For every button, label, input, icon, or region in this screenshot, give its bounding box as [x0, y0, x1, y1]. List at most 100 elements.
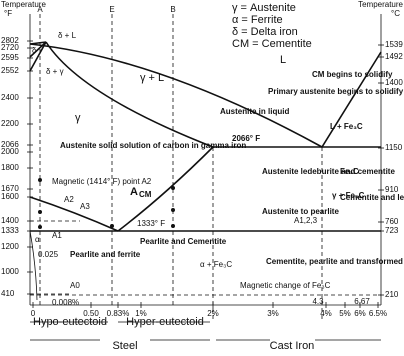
left-tick-label: 1000 — [1, 267, 19, 276]
region-label: Cementite, pearlite and transformed lede… — [266, 257, 404, 266]
range-lines — [30, 321, 381, 341]
diagram-lines — [29, 14, 382, 341]
region-label: CM — [139, 190, 152, 199]
axis-title: Temperature — [1, 0, 46, 9]
point — [110, 224, 114, 228]
left-tick-label: 1800 — [1, 163, 19, 172]
region-label: γ — [75, 112, 81, 124]
region-label: L — [280, 54, 286, 66]
point — [171, 186, 175, 190]
legend-entry: δ = Delta iron — [232, 26, 298, 38]
bottom-tick-label: 0.50 — [83, 309, 99, 318]
range-label: Steel — [112, 340, 137, 352]
region-label: δ + γ — [46, 67, 64, 76]
region-label: Magnetic (1414° F) point A2 — [52, 177, 152, 186]
region-label: A0 — [70, 281, 80, 290]
region-label: A1 — [52, 231, 62, 240]
region-label: γ + Fe₃C — [332, 191, 365, 200]
legend-entry: α = Ferrite — [232, 14, 283, 26]
region-label: δ — [32, 46, 37, 55]
region-label: A3 — [80, 202, 90, 211]
range-label: Hypo-eutectoid — [33, 316, 107, 328]
left-tick-label: 2595 — [1, 53, 19, 62]
points — [38, 178, 175, 229]
region-label: 0.025 — [38, 250, 59, 259]
region-label: Fe₃C — [340, 167, 359, 176]
right-tick-label: 1400 — [385, 78, 403, 87]
region-label: A1,2,3 — [294, 216, 318, 225]
right-tick-label: 210 — [385, 290, 399, 299]
region-label: Pearlite and ferrite — [70, 250, 141, 259]
bottom-tick-label: 0.83% — [107, 309, 130, 318]
left-tick-label: 1200 — [1, 242, 19, 251]
region-label: α — [35, 235, 40, 244]
axis-unit: °C — [391, 9, 400, 18]
bottom-tick-label: 6.5% — [369, 309, 387, 318]
left-tick-label: 1600 — [1, 192, 19, 201]
right-tick-label: 1150 — [385, 143, 403, 152]
left-tick-label: 2200 — [1, 119, 19, 128]
bottom-tick-label: 0 — [31, 309, 36, 318]
bottom-tick-label: 4% — [320, 309, 332, 318]
axis-unit: °F — [4, 9, 12, 18]
bottom-tick-label: 1% — [135, 309, 147, 318]
left-tick-label: 2400 — [1, 93, 19, 102]
region-label: α + Fe₃C — [200, 260, 232, 269]
bottom-tick-label: 2% — [207, 309, 219, 318]
legend-entry: CM = Cementite — [232, 38, 312, 50]
left-tick-label: 1333 — [1, 226, 19, 235]
point — [171, 208, 175, 212]
delta-lines — [29, 41, 47, 72]
left-tick-label: 410 — [1, 289, 15, 298]
point — [38, 178, 42, 182]
left-tick-label: 2552 — [1, 66, 19, 75]
region-label: Cementite and ledeburite — [340, 193, 404, 202]
bottom-tick-label: 6% — [354, 309, 366, 318]
bottom-tick-label: 3% — [267, 309, 279, 318]
range-label: Cast Iron — [270, 340, 315, 352]
left-tick-label: 1670 — [1, 184, 19, 193]
line-label: E — [109, 5, 114, 14]
region-label: L + Fe₃C — [330, 122, 363, 131]
region-label: Austenite in liquid — [220, 107, 289, 116]
right-tick-label: 1492 — [385, 52, 403, 61]
region-label: CM begins to solidify — [312, 70, 393, 79]
region-label: Austenite solid solution of carbon in ga… — [60, 141, 246, 150]
right-tick-label: 1539 — [385, 40, 403, 49]
region-label: Austenite ledeburite and cementite — [262, 167, 395, 176]
region-label: δ + L — [58, 31, 77, 40]
region-label: Primary austenite begins to solidify — [268, 87, 404, 96]
left-tick-label: 2802 — [1, 36, 19, 45]
region-label: 1333° F — [137, 219, 165, 228]
region-label: Magnetic change of Fe₃C — [240, 281, 331, 290]
region-label: A — [130, 186, 138, 198]
bottom-mark: 6.67 — [354, 297, 370, 306]
liquidus — [29, 43, 382, 149]
left-tick-label: 2066 — [1, 140, 19, 149]
line-label: B — [170, 5, 175, 14]
legend-entry: γ = Austenite — [232, 2, 296, 14]
region-label: 2066° F — [232, 134, 260, 143]
right-tick-label: 760 — [385, 217, 399, 226]
right-tick-label: 723 — [385, 226, 399, 235]
ferrite-solvus — [29, 230, 38, 301]
a3-line — [29, 196, 119, 232]
line-label: A — [37, 5, 43, 14]
left-tick-label: 2720 — [1, 43, 19, 52]
region-label: Austenite to pearlite — [262, 207, 339, 216]
left-tick-label: 1400 — [1, 216, 19, 225]
point — [38, 210, 42, 214]
bottom-mark: 4.3 — [312, 297, 324, 306]
region-label: A2 — [64, 195, 74, 204]
acm-line — [117, 146, 214, 232]
region-label: Pearlite and Cementite — [140, 237, 227, 246]
solidus — [45, 41, 214, 148]
range-label: Hyper-eutectoid — [126, 316, 204, 328]
point — [171, 224, 175, 228]
bottom-tick-label: 5% — [339, 309, 351, 318]
point — [38, 225, 42, 229]
right-tick-label: 910 — [385, 185, 399, 194]
